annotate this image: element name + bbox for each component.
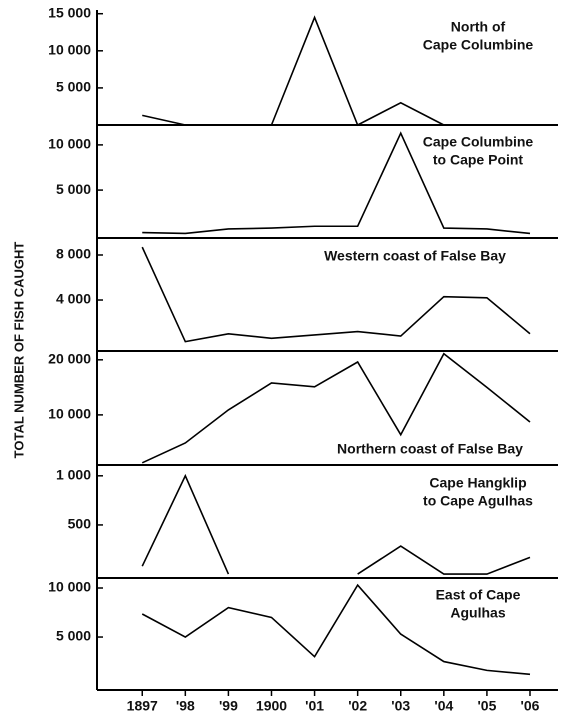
- y-tick-label: 15 000: [48, 4, 91, 20]
- panel-title: Western coast of False Bay: [324, 248, 506, 264]
- series-line: [141, 352, 531, 464]
- y-tick-label: 20 000: [48, 351, 91, 367]
- panel-title: Agulhas: [450, 605, 505, 621]
- panel-title: Cape Columbine: [423, 134, 534, 150]
- series-line: [357, 545, 531, 575]
- x-tick-label: '03: [391, 698, 410, 714]
- y-tick-label: 5 000: [56, 181, 91, 197]
- x-tick-label: '99: [219, 698, 238, 714]
- panel-title: Cape Hangklip: [429, 475, 526, 491]
- x-tick-label: '02: [348, 698, 367, 714]
- panel-title: Northern coast of False Bay: [337, 441, 523, 457]
- y-tick-label: 10 000: [48, 42, 91, 58]
- series-line: [141, 583, 531, 676]
- y-tick-label: 8 000: [56, 246, 91, 262]
- x-tick-label: 1900: [256, 698, 287, 714]
- y-tick-label: 500: [68, 516, 92, 532]
- series-line: [142, 15, 445, 127]
- panel-title: North of: [451, 19, 506, 35]
- series-line: [141, 246, 531, 343]
- panel-title: to Cape Point: [433, 152, 524, 168]
- y-tick-label: 5 000: [56, 628, 91, 644]
- y-tick-label: 5 000: [56, 79, 91, 95]
- y-tick-label: 4 000: [56, 291, 91, 307]
- x-tick-label: '04: [434, 698, 453, 714]
- y-tick-label: 1 000: [56, 467, 91, 483]
- y-tick-label: 10 000: [48, 136, 91, 152]
- x-tick-label: '01: [305, 698, 324, 714]
- panel-title: Cape Columbine: [423, 37, 534, 53]
- series-line: [141, 473, 230, 575]
- y-tick-label: 10 000: [48, 406, 91, 422]
- x-tick-label: 1897: [127, 698, 158, 714]
- x-tick-label: '98: [176, 698, 195, 714]
- y-tick-label: 10 000: [48, 579, 91, 595]
- x-tick-label: '06: [521, 698, 540, 714]
- panel-title: East of Cape: [436, 587, 521, 603]
- y-axis-label: TOTAL NUMBER OF FISH CAUGHT: [11, 242, 26, 459]
- series-line: [142, 131, 531, 235]
- x-tick-label: '05: [477, 698, 496, 714]
- panel-title: to Cape Agulhas: [423, 493, 533, 509]
